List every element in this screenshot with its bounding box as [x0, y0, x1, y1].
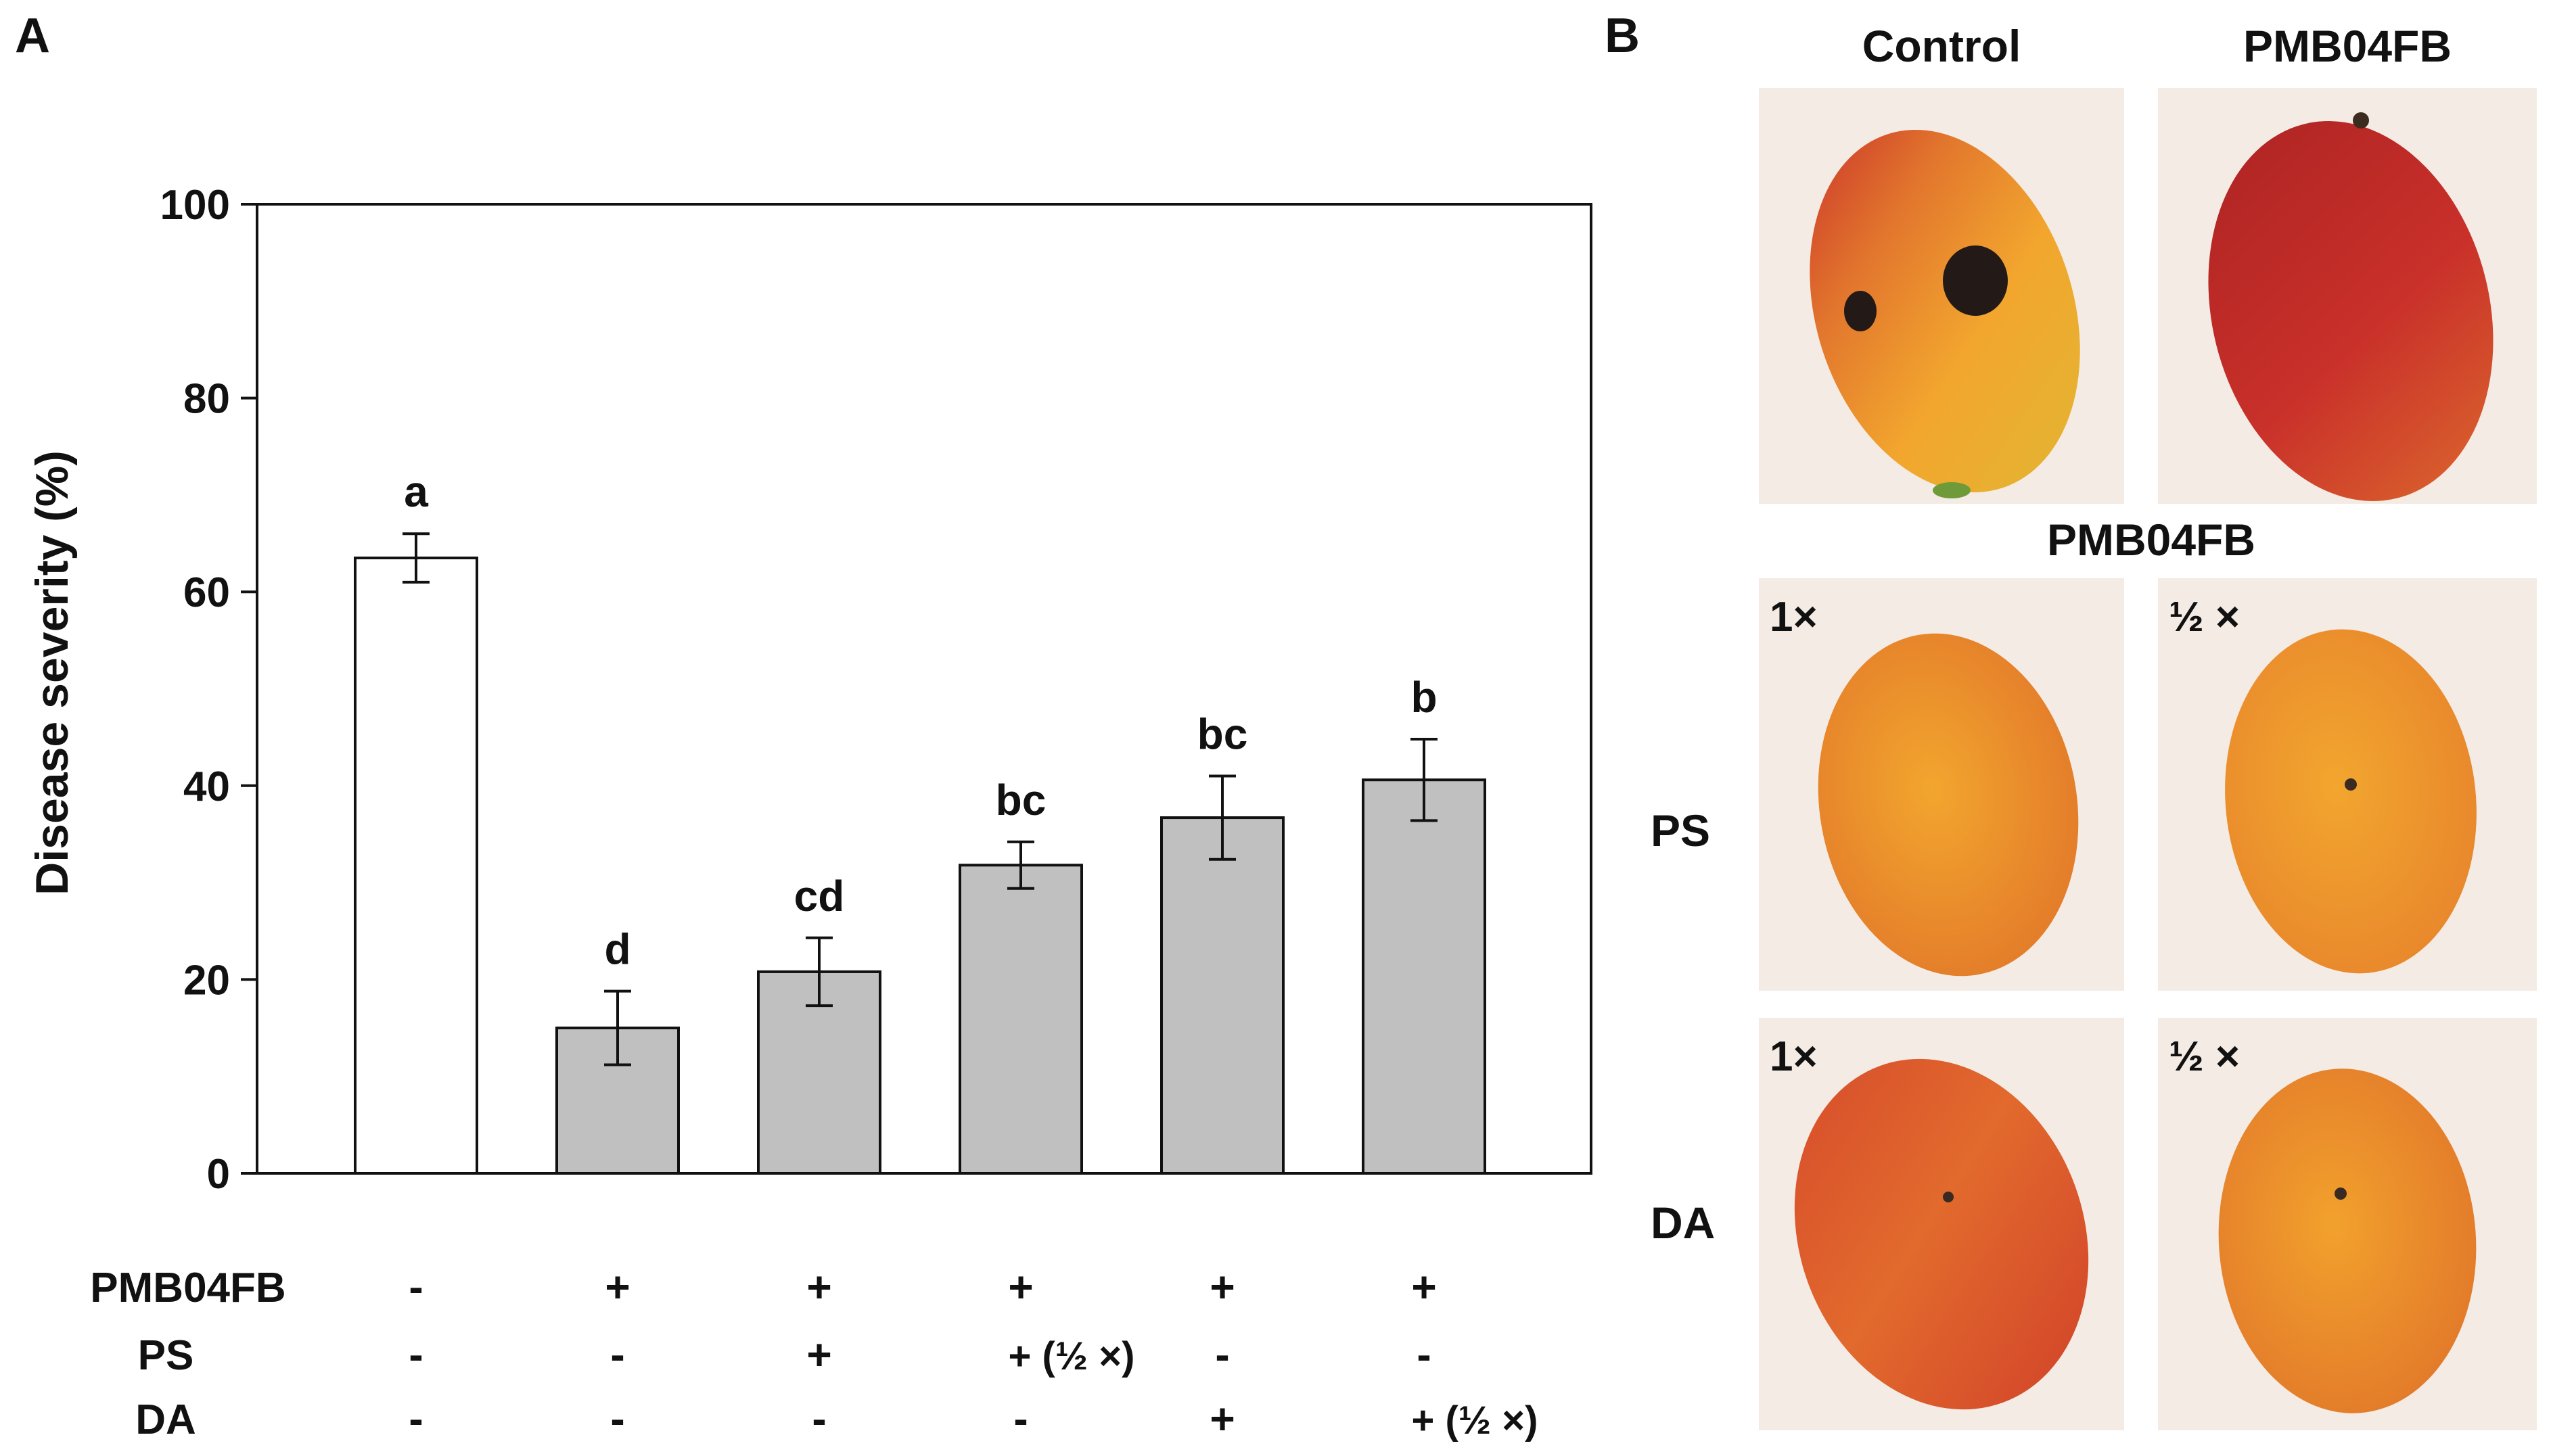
treatment-mark: - — [1013, 1394, 1028, 1443]
dose-label-da-half: ½ × — [2169, 1033, 2240, 1080]
photo-pmb04fb — [2158, 88, 2537, 504]
panel-a-label: A — [15, 9, 50, 63]
bar — [354, 557, 478, 1175]
y-axis-label: Disease severity (%) — [26, 450, 78, 895]
treatment-row-label: PMB04FB — [90, 1265, 285, 1311]
mango-control-image — [1810, 129, 2080, 498]
treatment-mark: - — [610, 1394, 624, 1443]
mango-da-full-image — [1794, 1058, 2089, 1410]
treatment-mark: + — [605, 1263, 630, 1311]
treatment-mark: + (½ ×) — [1412, 1399, 1538, 1442]
treatment-mark: - — [610, 1330, 624, 1379]
row-label-da: DA — [1651, 1198, 1716, 1248]
photo-header-control: Control — [1862, 21, 2021, 71]
mango-ps-full-image — [1818, 633, 2079, 977]
photo-ps-half: ½ × — [2158, 578, 2537, 991]
y-tick-label: 80 — [183, 376, 230, 423]
y-tick-label: 40 — [183, 764, 230, 810]
photo-da-full: 1× — [1759, 1018, 2124, 1430]
mango-da-half-image — [2218, 1068, 2477, 1413]
bar — [959, 864, 1083, 1175]
significance-letters: a d cd bc bc b — [404, 467, 1437, 973]
error-bars — [403, 532, 1438, 1066]
treatment-mark: + — [1411, 1263, 1436, 1311]
treatment-mark: + — [1210, 1394, 1235, 1443]
panel-b-label: B — [1605, 9, 1640, 63]
treatment-mark: + — [806, 1263, 831, 1311]
photo-ps-full: 1× — [1759, 578, 2124, 991]
y-axis-ticks: 0 20 40 60 80 100 — [160, 182, 257, 1198]
y-tick-label: 20 — [183, 957, 230, 1004]
treatment-mark: - — [812, 1394, 826, 1443]
dose-label-ps-half: ½ × — [2169, 594, 2240, 640]
treatment-table: PMB04FB - + + + + + PS - - + + (½ ×) - - DA - - - - + + (½ ×… — [90, 1263, 1538, 1443]
treatment-row-label: PS — [138, 1332, 194, 1379]
treatment-mark: - — [1417, 1330, 1431, 1379]
y-tick-label: 0 — [207, 1151, 230, 1198]
y-tick-label: 60 — [183, 569, 230, 616]
treatment-row-label: DA — [135, 1396, 196, 1443]
significance-letter: bc — [996, 776, 1047, 824]
dose-label-da-full: 1× — [1770, 1033, 1818, 1080]
bar — [1160, 816, 1285, 1175]
treatment-mark: + — [1008, 1263, 1033, 1311]
treatment-mark: + (½ ×) — [1009, 1334, 1135, 1378]
mango-ps-half-image — [2225, 629, 2477, 974]
bar — [1362, 778, 1486, 1175]
treatment-mark: + — [1210, 1263, 1235, 1311]
treatment-mark: - — [409, 1330, 423, 1379]
treatment-mark: + — [806, 1330, 831, 1379]
row-label-ps: PS — [1651, 805, 1711, 855]
significance-letter: a — [404, 467, 428, 516]
photo-header-pmb04fb-treated: PMB04FB — [2046, 515, 2256, 565]
significance-letter: cd — [794, 872, 845, 920]
significance-letter: bc — [1197, 709, 1248, 758]
significance-letter: d — [604, 925, 630, 974]
mango-pmb04fb-image — [2208, 112, 2493, 501]
dose-label-ps-full: 1× — [1770, 594, 1818, 640]
photo-header-pmb04fb: PMB04FB — [2243, 21, 2452, 71]
treatment-mark: - — [1215, 1330, 1229, 1379]
treatment-mark: - — [409, 1263, 423, 1311]
photo-da-half: ½ × — [2158, 1018, 2537, 1430]
plot-frame — [256, 203, 1592, 1175]
treatment-mark: - — [409, 1394, 423, 1443]
significance-letter: b — [1410, 673, 1437, 722]
bar-chart: Disease severity (%) 0 20 40 60 80 100 a d cd bc… — [26, 182, 1592, 1443]
y-tick-label: 100 — [160, 182, 230, 229]
bars — [354, 557, 1486, 1175]
photo-control — [1759, 88, 2124, 504]
